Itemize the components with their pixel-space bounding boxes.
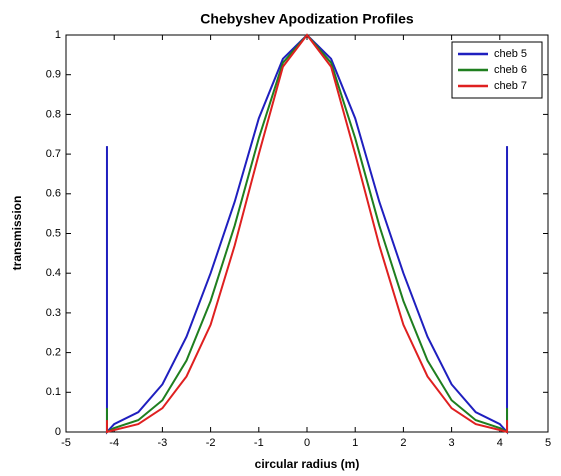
x-tick-label: 1 <box>352 437 358 449</box>
plot-area <box>65 34 549 433</box>
y-tick-label: 0.1 <box>46 386 61 398</box>
x-tick-label: -4 <box>109 437 119 449</box>
y-tick-label: 0 <box>55 426 61 438</box>
y-tick-label: 0.3 <box>46 307 61 319</box>
chart-title: Chebyshev Apodization Profiles <box>200 11 414 27</box>
x-axis-label: circular radius (m) <box>255 457 360 471</box>
legend-label: cheb 7 <box>494 80 527 92</box>
y-tick-label: 0.6 <box>46 188 61 200</box>
x-tick-label: -5 <box>61 437 71 449</box>
y-tick-label: 0.9 <box>46 69 61 81</box>
x-tick-label: -3 <box>158 437 168 449</box>
x-tick-label: 4 <box>497 437 503 449</box>
x-tick-label: 3 <box>449 437 455 449</box>
line <box>105 33 509 434</box>
y-tick-label: 1 <box>55 29 61 41</box>
x-tick-label: 2 <box>400 437 406 449</box>
y-tick-label: 0.4 <box>46 267 61 279</box>
x-tick-label: 5 <box>545 437 551 449</box>
y-tick-label: 0.2 <box>46 347 61 359</box>
y-tick-label: 0.5 <box>46 227 61 239</box>
y-tick-label: 0.7 <box>46 148 61 160</box>
y-tick-label: 0.8 <box>46 108 61 120</box>
legend-label: cheb 6 <box>494 64 527 76</box>
x-tick-label: -1 <box>254 437 264 449</box>
y-axis-label: transmission <box>10 196 24 271</box>
x-tick-label: 0 <box>304 437 310 449</box>
x-tick-label: -2 <box>206 437 216 449</box>
legend-label: cheb 5 <box>494 48 527 60</box>
